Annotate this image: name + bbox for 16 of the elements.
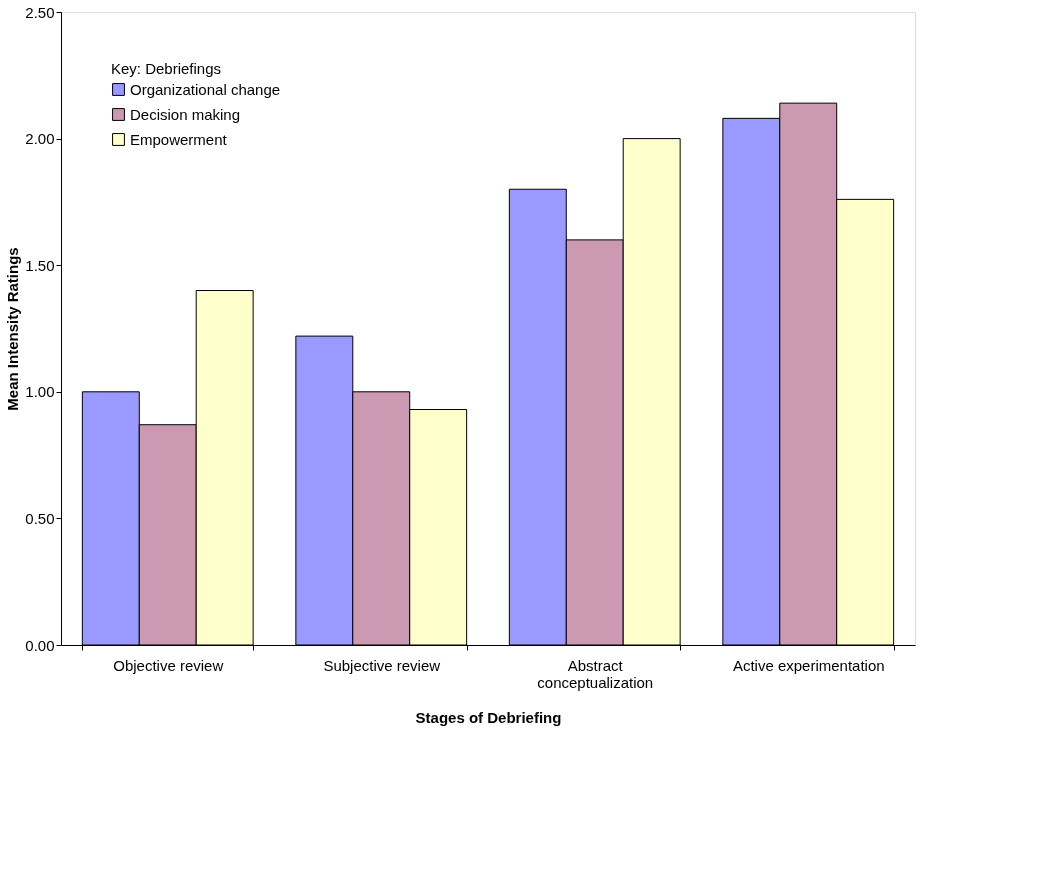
y-tick-label: 0.00 — [25, 636, 55, 654]
y-tick-label: 2.00 — [25, 130, 55, 148]
y-tick-label: 1.00 — [25, 383, 55, 401]
legend-label: Organizational change — [130, 80, 281, 98]
y-axis-title: Mean Intensity Ratings — [4, 247, 22, 411]
y-tick-label: 2.50 — [25, 3, 55, 21]
x-tick-label: Abstract conceptualization — [537, 656, 654, 691]
legend-title: Key: Debriefings — [111, 60, 222, 77]
y-tick-label: 1.50 — [25, 256, 55, 274]
y-tick-label: 0.50 — [25, 509, 55, 527]
x-tick-label: Objective review — [113, 656, 224, 674]
x-axis-title: Stages of Debriefing — [415, 708, 562, 726]
x-tick-label: Active experimentation — [732, 656, 885, 674]
legend-label: Empowerment — [130, 130, 228, 148]
x-tick-label: Subjective review — [323, 656, 441, 674]
legend-label: Decision making — [130, 105, 241, 123]
